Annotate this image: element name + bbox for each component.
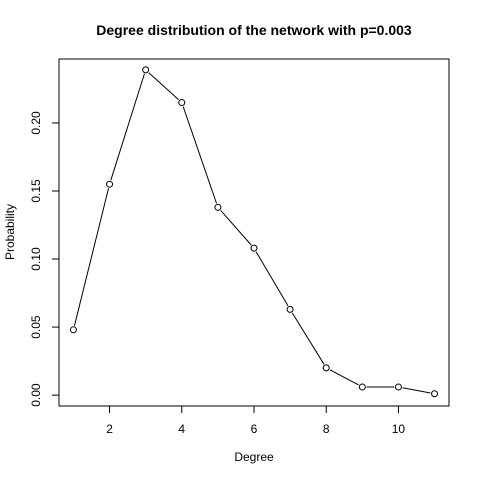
series-line-segment — [182, 106, 217, 204]
x-tick-label: 4 — [178, 422, 185, 436]
plot-frame — [58, 58, 450, 407]
data-point — [106, 180, 114, 188]
y-tick-label: 0.20 — [29, 111, 43, 135]
data-point — [214, 203, 222, 211]
series-line-segment — [291, 312, 325, 365]
x-tick-label: 10 — [392, 422, 406, 436]
y-axis: 0.00 0.05 0.10 0.15 0.20 — [29, 111, 59, 407]
y-axis-label: Probability — [3, 204, 17, 260]
series-line-segment — [220, 210, 252, 246]
x-axis: 2 4 6 8 10 — [106, 406, 405, 436]
data-point — [178, 99, 186, 107]
x-tick-label: 2 — [106, 422, 113, 436]
data-point — [142, 66, 150, 74]
data-point — [431, 390, 439, 398]
series-line-segment — [110, 73, 145, 181]
y-tick-label: 0.05 — [29, 315, 43, 339]
y-tick-label: 0.10 — [29, 247, 43, 271]
data-point — [322, 364, 330, 372]
series-line-segment — [402, 387, 431, 394]
y-tick-label: 0.00 — [29, 383, 43, 407]
y-tick-label: 0.15 — [29, 179, 43, 203]
data-point — [250, 244, 258, 252]
x-tick-label: 6 — [251, 422, 258, 436]
data-point — [286, 305, 294, 313]
series-line-segment — [255, 251, 289, 307]
x-axis-label: Degree — [234, 450, 274, 464]
data-point — [394, 383, 402, 391]
chart-title: Degree distribution of the network with … — [96, 22, 412, 38]
series-line-segment — [73, 188, 110, 326]
series-probability — [69, 66, 439, 398]
x-tick-label: 8 — [323, 422, 330, 436]
series-line-segment — [148, 72, 179, 101]
series-line-segment — [329, 369, 359, 386]
data-point — [69, 326, 77, 334]
data-point — [358, 383, 366, 391]
